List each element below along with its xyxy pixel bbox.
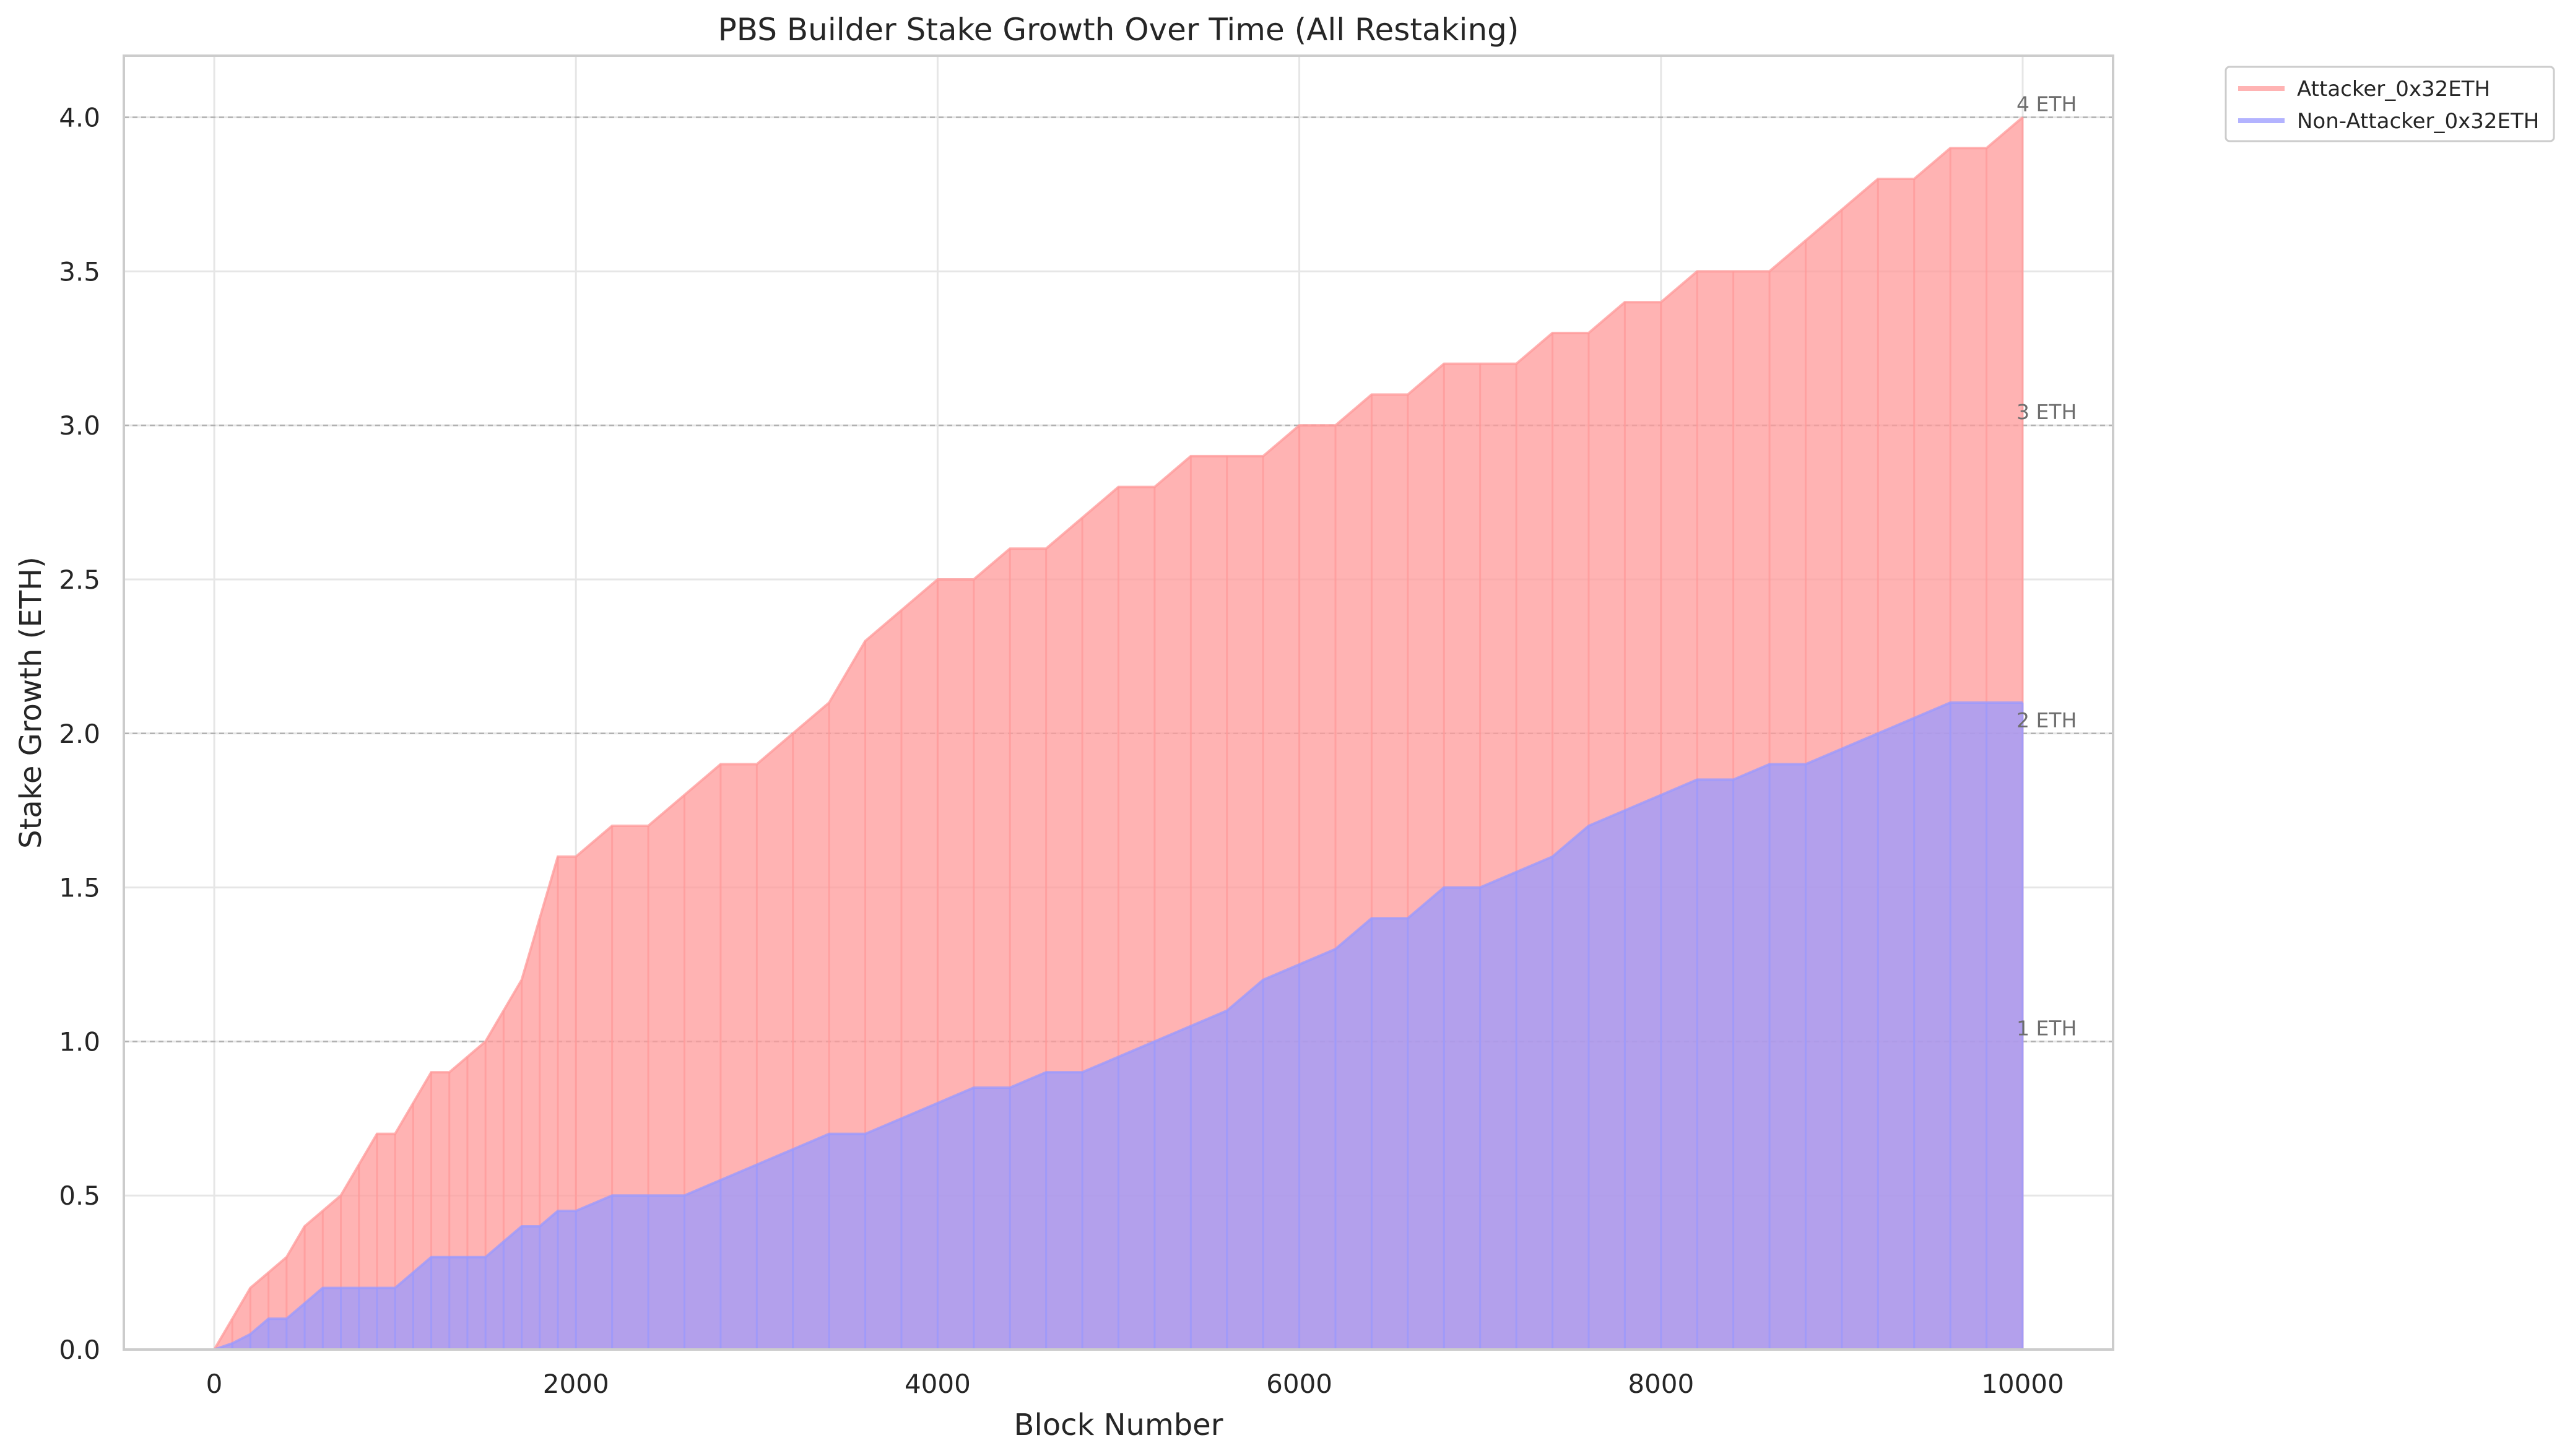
x-tick-label: 0 (206, 1369, 223, 1399)
y-tick-label: 3.5 (59, 256, 100, 287)
plot-frame (123, 54, 2114, 1351)
x-tick-label: 8000 (1628, 1369, 1694, 1399)
series-area-1 (214, 703, 2023, 1350)
y-tick-label: 1.5 (59, 873, 100, 903)
y-axis-label: Stake Growth (ETH) (14, 557, 48, 849)
x-tick-label: 4000 (905, 1369, 971, 1399)
y-tick-label: 4.0 (59, 103, 100, 133)
y-tick-label: 2.0 (59, 719, 100, 749)
reference-line-label: 4 ETH (2016, 92, 2077, 116)
x-axis-label: Block Number (1014, 1408, 1223, 1442)
x-tick-label: 10000 (1981, 1369, 2064, 1399)
y-tick-label: 2.5 (59, 565, 100, 595)
legend-box (2225, 66, 2555, 142)
y-tick-label: 0.5 (59, 1181, 100, 1211)
x-tick-label: 2000 (543, 1369, 609, 1399)
y-tick-label: 3.0 (59, 410, 100, 441)
reference-line-label: 2 ETH (2016, 708, 2077, 732)
chart-title: PBS Builder Stake Growth Over Time (All … (718, 12, 1519, 48)
y-axis-ticks: 0.0 0.5 1.0 1.5 2.0 2.5 3.0 3.5 4.0 (59, 103, 100, 1365)
series-layer (213, 116, 2024, 1351)
legend-label: Attacker_0x32ETH (2297, 77, 2490, 102)
reference-labels: 1 ETH 2 ETH 3 ETH 4 ETH (2016, 92, 2077, 1041)
x-tick-label: 6000 (1266, 1369, 1332, 1399)
reference-line-label: 1 ETH (2016, 1016, 2077, 1040)
y-tick-label: 0.0 (59, 1335, 100, 1365)
reference-line-label: 3 ETH (2016, 400, 2077, 424)
legend-label: Non-Attacker_0x32ETH (2297, 109, 2539, 134)
y-tick-label: 1.0 (59, 1026, 100, 1057)
x-axis-ticks: 0 2000 4000 6000 8000 10000 (206, 1369, 2064, 1399)
legend: Attacker_0x32ETH Non-Attacker_0x32ETH (2225, 66, 2555, 142)
